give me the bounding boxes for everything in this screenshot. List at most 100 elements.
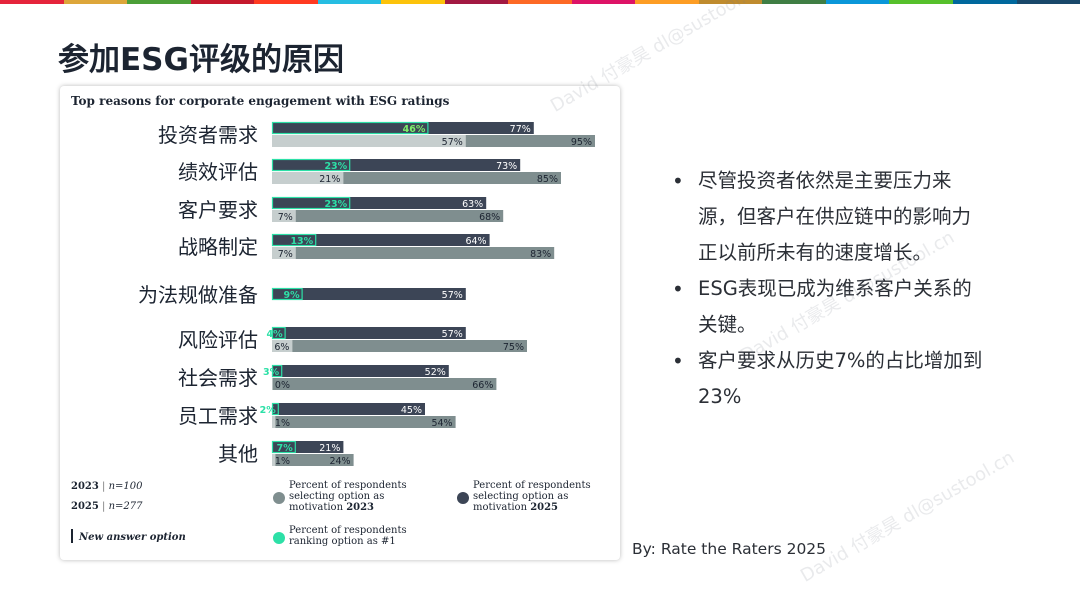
sample-year: 2025 bbox=[71, 501, 99, 512]
data-label-rank1-2023: 57% bbox=[442, 137, 463, 148]
bar-2025 bbox=[272, 122, 534, 134]
bar-rank1-2023 bbox=[272, 416, 276, 428]
data-label-2025: 73% bbox=[496, 161, 517, 172]
bar-2023 bbox=[272, 378, 497, 390]
top-bar-segment bbox=[1016, 0, 1080, 4]
data-label-rank1-2023: 21% bbox=[319, 174, 340, 185]
bar-rank1-2023 bbox=[272, 135, 466, 147]
bar-rank1-2025 bbox=[271, 364, 283, 378]
data-label-2023: 24% bbox=[329, 456, 350, 467]
legend-swatch bbox=[457, 492, 469, 504]
category-label: 风险评估 bbox=[178, 328, 258, 352]
new-option-label: New answer option bbox=[78, 532, 186, 543]
data-label-2025: 45% bbox=[401, 405, 422, 416]
data-label-rank1-2023: 7% bbox=[278, 249, 293, 260]
top-bar-segment bbox=[190, 0, 255, 4]
data-label-rank1-2025: 23% bbox=[324, 199, 347, 210]
data-label-2025: 52% bbox=[425, 367, 446, 378]
top-bar-segment bbox=[698, 0, 763, 4]
legend-text: motivation 2025 bbox=[473, 502, 558, 513]
top-bar-segment bbox=[381, 0, 445, 4]
bar-2023 bbox=[272, 172, 561, 184]
bar-rank1-2023 bbox=[272, 210, 296, 222]
data-label-rank1-2025: 9% bbox=[283, 290, 300, 301]
legend-text: Percent of respondents bbox=[289, 480, 407, 491]
category-label: 为法规做准备 bbox=[138, 283, 258, 307]
category-label: 员工需求 bbox=[178, 404, 258, 428]
top-bar-segment bbox=[825, 0, 890, 4]
legend-text: Percent of respondents bbox=[289, 525, 407, 536]
data-label-2025: 64% bbox=[465, 236, 486, 247]
top-bar-segment bbox=[952, 0, 1017, 4]
top-bar-segment bbox=[889, 0, 953, 4]
sample-n: n=100 bbox=[109, 481, 144, 492]
legend-swatch bbox=[273, 492, 285, 504]
data-label-rank1-2025: 3% bbox=[263, 367, 280, 378]
data-label-2023: 68% bbox=[479, 212, 500, 223]
legend-text-part: motivation bbox=[289, 502, 346, 513]
sample-year: 2023 bbox=[71, 481, 99, 492]
bar-2025 bbox=[272, 327, 466, 339]
sample-separator: | bbox=[99, 481, 109, 492]
data-label-rank1-2023: 0% bbox=[275, 380, 290, 391]
data-label-2023: 66% bbox=[472, 380, 493, 391]
data-label-rank1-2025: 23% bbox=[324, 161, 347, 172]
data-label-2025: 57% bbox=[442, 329, 463, 340]
bar-rank1-2025 bbox=[271, 402, 279, 416]
legend-text: selecting option as bbox=[473, 491, 568, 502]
bar-rank1-2023 bbox=[272, 247, 296, 259]
chart-card: Top reasons for corporate engagement wit… bbox=[60, 86, 620, 560]
bar-rank1-2025 bbox=[271, 287, 303, 301]
data-label-2023: 54% bbox=[431, 418, 452, 429]
top-bar-segment bbox=[762, 0, 826, 4]
bar-2023 bbox=[272, 454, 354, 466]
sample-size-label: 2025 | n=277 bbox=[71, 501, 143, 512]
bar-2025 bbox=[272, 365, 449, 377]
top-bar-segment bbox=[508, 0, 572, 4]
legend-year: 2023 bbox=[346, 502, 374, 513]
data-label-2025: 77% bbox=[510, 124, 531, 135]
legend-text: Percent of respondents bbox=[473, 480, 591, 491]
bar-rank1-2025 bbox=[271, 233, 317, 247]
top-bar-segment bbox=[317, 0, 382, 4]
category-label: 其他 bbox=[218, 442, 258, 466]
legend-text-part: motivation bbox=[473, 502, 530, 513]
bar-2025 bbox=[272, 234, 490, 246]
bar-rank1-2025 bbox=[271, 121, 429, 135]
data-label-rank1-2025: 46% bbox=[403, 124, 426, 135]
category-label: 投资者需求 bbox=[158, 123, 258, 147]
legend-text: selecting option as bbox=[289, 491, 384, 502]
bar-2025 bbox=[272, 159, 521, 171]
new-option-marker bbox=[71, 529, 73, 543]
bar-2023 bbox=[272, 210, 504, 222]
bullet-item: 客户要求从历史7%的占比增加到23% bbox=[670, 343, 990, 415]
data-label-2023: 85% bbox=[537, 174, 558, 185]
data-label-rank1-2025: 7% bbox=[277, 443, 294, 454]
bar-chart: Top reasons for corporate engagement wit… bbox=[71, 94, 595, 547]
top-bar-segment bbox=[444, 0, 509, 4]
data-label-2025: 63% bbox=[462, 199, 483, 210]
legend-swatch bbox=[273, 532, 285, 544]
data-label-2023: 83% bbox=[530, 249, 551, 260]
top-bar-segment bbox=[0, 0, 64, 4]
data-label-rank1-2023: 7% bbox=[278, 212, 293, 223]
bar-2025 bbox=[272, 441, 344, 453]
bar-rank1-2023 bbox=[272, 340, 293, 352]
top-bar-segment bbox=[127, 0, 191, 4]
top-bar-segment bbox=[571, 0, 636, 4]
category-label: 绩效评估 bbox=[178, 160, 258, 184]
category-label: 客户要求 bbox=[178, 198, 258, 222]
sample-separator: | bbox=[99, 501, 109, 512]
bar-rank1-2025 bbox=[271, 326, 286, 340]
bullet-list: 尽管投资者依然是主要压力来源，但客户在供应链中的影响力正以前所未有的速度增长。 … bbox=[670, 163, 990, 415]
category-label: 社会需求 bbox=[178, 366, 258, 390]
data-label-rank1-2023: 1% bbox=[275, 418, 290, 429]
slide-title: 参加ESG评级的原因 bbox=[58, 42, 344, 78]
data-label-rank1-2025: 4% bbox=[266, 329, 283, 340]
top-color-bar bbox=[0, 0, 1080, 4]
legend-text: ranking option as #1 bbox=[289, 536, 396, 547]
bar-2025 bbox=[272, 403, 425, 415]
top-bar-segment bbox=[635, 0, 699, 4]
sample-size-label: 2023 | n=100 bbox=[71, 481, 143, 492]
legend-year: 2025 bbox=[530, 502, 558, 513]
